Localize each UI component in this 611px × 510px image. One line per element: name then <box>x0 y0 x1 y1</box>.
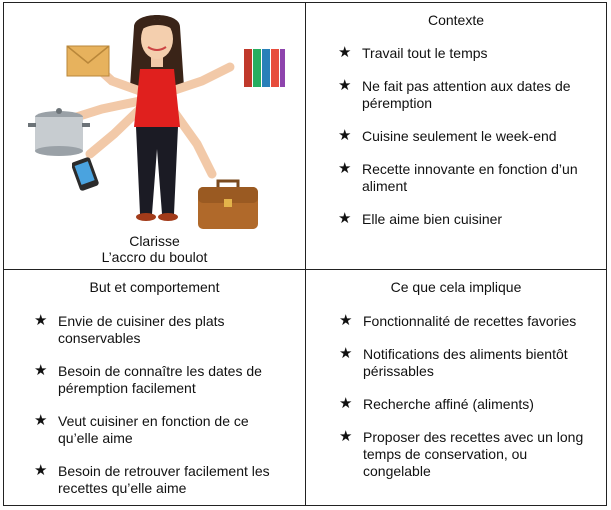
envelope-icon <box>66 45 110 77</box>
smartphone-icon <box>72 157 99 191</box>
star-icon: ★ <box>34 412 48 429</box>
list-item: ★ Recette innovante en fonction d’un alim… <box>338 160 578 194</box>
list-item: ★ Elle aime bien cuisiner <box>338 210 503 227</box>
list-item: ★ Besoin de connaître les dates de péremp… <box>34 362 262 396</box>
star-icon: ★ <box>339 312 353 329</box>
but-cell: But et comportement ★ Envie de cuisiner d… <box>4 270 305 505</box>
star-icon: ★ <box>339 428 353 445</box>
contexte-cell: Contexte ★ Travail tout le temps ★ Ne fait… <box>306 3 606 269</box>
list-item: ★ Besoin de retrouver facilement les rece… <box>34 462 270 496</box>
persona-grid: Clarisse L’accro du boulot Contexte ★ Tra… <box>3 2 607 506</box>
contexte-heading: Contexte <box>427 12 485 28</box>
list-item: ★ Ne fait pas attention aux dates de pére… <box>338 77 571 111</box>
star-icon: ★ <box>34 312 48 329</box>
list-item: ★ Veut cuisiner en fonction de ce qu’elle… <box>34 412 249 446</box>
persona-name: Clarisse <box>129 233 180 249</box>
books-icon <box>244 49 285 87</box>
list-item: ★ Travail tout le temps <box>338 44 488 61</box>
star-icon: ★ <box>338 127 352 144</box>
star-icon: ★ <box>338 210 352 227</box>
persona-subtitle: L’accro du boulot <box>101 249 208 265</box>
list-item: ★ Fonctionnalité de recettes favories <box>339 312 577 329</box>
implique-list: ★ Fonctionnalité de recettes favories ★ No… <box>339 312 596 480</box>
implique-heading: Ce que cela implique <box>390 279 522 295</box>
persona-cell: Clarisse L’accro du boulot <box>4 3 305 269</box>
list-item: ★ Recherche affiné (aliments) <box>339 395 534 412</box>
column-divider <box>305 3 306 505</box>
star-icon: ★ <box>338 160 352 177</box>
implique-cell: Ce que cela implique ★ Fonctionnalité de … <box>306 270 606 505</box>
star-icon: ★ <box>34 462 48 479</box>
contexte-list: ★ Travail tout le temps ★ Ne fait pas atte… <box>338 44 594 228</box>
list-item: ★ Proposer des recettes avec un long temp… <box>339 428 584 479</box>
row-divider <box>4 269 606 270</box>
list-item: ★ Envie de cuisiner des plats conservable… <box>34 312 225 346</box>
star-icon: ★ <box>34 362 48 379</box>
star-icon: ★ <box>338 44 352 61</box>
star-icon: ★ <box>339 395 353 412</box>
briefcase-icon <box>198 179 258 229</box>
list-item: ★ Notifications des aliments bientôt péri… <box>339 345 568 379</box>
list-item: ★ Cuisine seulement le week-end <box>338 127 557 144</box>
star-icon: ★ <box>338 77 352 94</box>
but-list: ★ Envie de cuisiner des plats conservable… <box>34 312 293 497</box>
star-icon: ★ <box>339 345 353 362</box>
but-heading: But et comportement <box>89 279 220 295</box>
cooking-pot-icon <box>28 108 90 156</box>
